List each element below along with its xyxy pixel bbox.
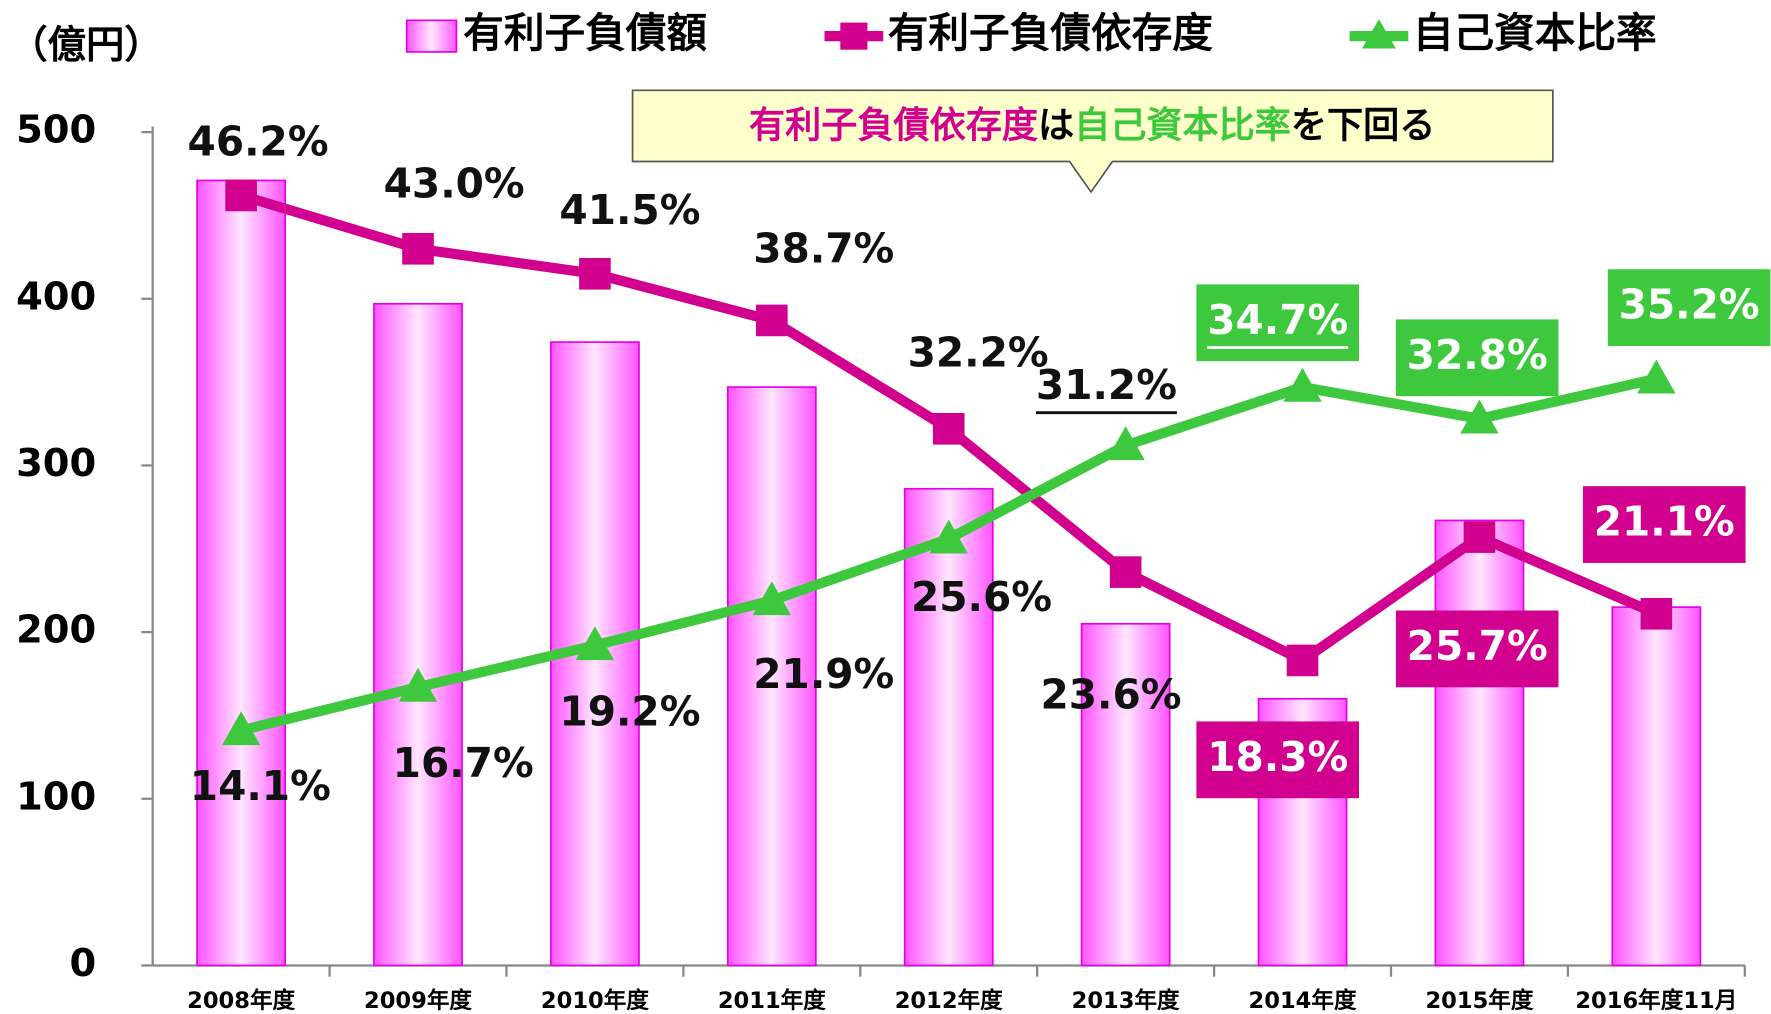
label-box (1582, 486, 1746, 563)
bar (1080, 622, 1171, 967)
bar (373, 302, 463, 967)
x-tick-label: 2014年度 (1249, 987, 1357, 1014)
x-tick-label: 2011年度 (718, 987, 826, 1014)
label-box (1395, 610, 1559, 688)
line-marker (1640, 597, 1673, 630)
data-label: 19.2% (559, 687, 700, 735)
legend-label: 有利子負債依存度 (888, 9, 1213, 57)
data-label: 14.1% (190, 762, 331, 810)
line-marker (1109, 556, 1142, 588)
data-label: 43.0% (384, 160, 525, 208)
line-marker (929, 519, 968, 554)
y-tick-label: 200 (16, 608, 96, 653)
data-label: 34.7% (1207, 296, 1348, 344)
bar (1611, 606, 1702, 967)
legend-label: 有利子負債額 (463, 9, 707, 57)
line-marker (579, 257, 611, 290)
x-tick-label: 2016年度11月 (1575, 987, 1737, 1014)
data-label: 31.2% (1036, 361, 1177, 409)
line-marker (1106, 426, 1145, 461)
line-marker (1283, 367, 1322, 402)
annotation-part: 有利子負債依存度 (749, 104, 1038, 147)
y-axis-label: （億円） (9, 23, 163, 68)
label-box (1196, 721, 1360, 799)
y-tick-label: 400 (16, 274, 96, 319)
label-box (1395, 319, 1559, 397)
data-label: 25.6% (911, 573, 1052, 621)
line-marker (221, 711, 261, 746)
data-label: 21.9% (753, 650, 894, 698)
data-label: 23.6% (1040, 670, 1181, 718)
label-box (1607, 269, 1771, 347)
line-marker (756, 304, 788, 337)
callout-box (631, 89, 1554, 194)
line-marker (402, 232, 434, 265)
y-tick-label: 0 (70, 941, 97, 986)
annotation-text: 有利子負債依存度は自己資本比率を下回る (749, 104, 1435, 147)
x-tick-label: 2008年度 (187, 987, 295, 1014)
line-marker (225, 179, 257, 212)
annotation-part: 自己資本比率 (1074, 104, 1291, 147)
data-label: 46.2% (188, 118, 329, 166)
data-label: 35.2% (1619, 281, 1760, 329)
data-label: 16.7% (393, 739, 534, 787)
data-label: 32.8% (1407, 331, 1548, 379)
legend-marker (840, 22, 868, 50)
line-marker (1637, 359, 1676, 394)
x-tick-label: 2013年度 (1072, 987, 1180, 1014)
annotation-callout: 有利子負債依存度は自己資本比率を下回る (631, 89, 1554, 194)
annotation-part: を下回る (1291, 104, 1436, 147)
data-label: 32.2% (908, 328, 1049, 376)
data-label: 21.1% (1594, 498, 1735, 546)
bar (726, 386, 817, 967)
bar (196, 179, 287, 967)
y-tick-label: 100 (16, 774, 96, 819)
line-marker (398, 667, 438, 702)
line-marker (1286, 644, 1319, 677)
x-tick-label: 2009年度 (364, 987, 472, 1014)
x-tick-label: 2015年度 (1425, 987, 1533, 1014)
data-label: 41.5% (559, 186, 700, 234)
line-marker (1460, 399, 1499, 434)
x-tick-label: 2012年度 (895, 987, 1003, 1014)
x-tick-label: 2010年度 (541, 987, 649, 1014)
y-tick-label: 500 (16, 108, 96, 153)
legend-marker (1362, 19, 1396, 49)
data-label: 18.3% (1207, 733, 1348, 781)
data-label: 38.7% (753, 225, 894, 273)
line-marker (752, 581, 792, 616)
data-label: 25.7% (1407, 622, 1548, 670)
legend-swatch (405, 19, 458, 53)
line-marker (1463, 521, 1496, 553)
annotation-part: は (1038, 104, 1074, 147)
line-marker (575, 626, 615, 661)
legend-label: 自己資本比率 (1413, 9, 1657, 57)
bar (1434, 519, 1525, 967)
bar (903, 487, 994, 967)
y-tick-label: 300 (16, 441, 96, 486)
line-marker (932, 412, 965, 445)
